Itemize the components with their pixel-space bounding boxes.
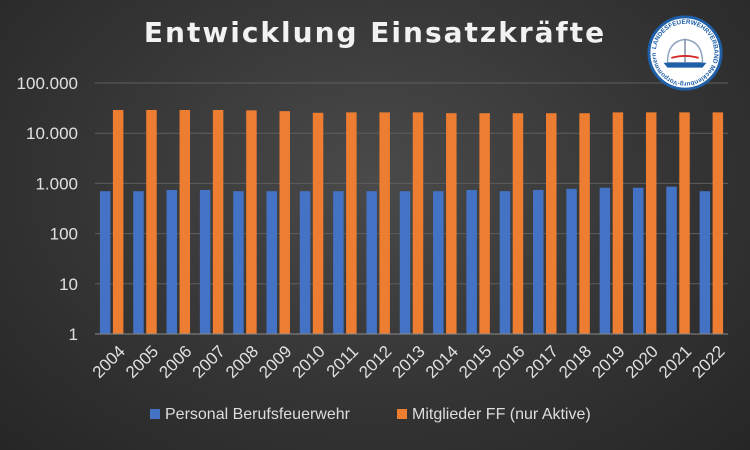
bar-mitglieder-ff-2012 bbox=[379, 112, 390, 334]
bar-mitglieder-ff-2022 bbox=[712, 112, 724, 334]
bar-personal-berufsfeuerwehr-2019 bbox=[599, 187, 611, 334]
legend-label: Personal Berufsfeuerwehr bbox=[165, 406, 351, 423]
bar-mitglieder-ff-2011 bbox=[346, 112, 357, 334]
y-tick-label: 10.000 bbox=[26, 124, 78, 143]
bar-personal-berufsfeuerwehr-2017 bbox=[533, 189, 544, 334]
x-tick-label: 2008 bbox=[222, 342, 262, 382]
x-tick-label: 2022 bbox=[688, 342, 728, 382]
y-tick-label: 1 bbox=[69, 325, 78, 344]
bar-personal-berufsfeuerwehr-2016 bbox=[499, 191, 511, 334]
fire-helmet-icon bbox=[663, 38, 707, 68]
bar-personal-berufsfeuerwehr-2008 bbox=[233, 191, 244, 334]
x-tick-label: 2012 bbox=[355, 342, 395, 382]
x-tick-label: 2016 bbox=[489, 342, 529, 382]
y-tick-label: 100 bbox=[50, 225, 78, 244]
bar-mitglieder-ff-2007 bbox=[212, 109, 224, 335]
bars bbox=[99, 109, 724, 335]
bar-personal-berufsfeuerwehr-2020 bbox=[632, 187, 644, 334]
x-tick-label: 2018 bbox=[555, 342, 595, 382]
bar-personal-berufsfeuerwehr-2013 bbox=[399, 191, 411, 334]
bar-mitglieder-ff-2013 bbox=[412, 112, 424, 334]
x-tick-label: 2020 bbox=[622, 342, 662, 382]
y-axis-ticks: 1 10 100 1.000 10.000 100.000 bbox=[17, 74, 78, 344]
bar-personal-berufsfeuerwehr-2011 bbox=[333, 191, 344, 334]
x-tick-label: 2010 bbox=[289, 342, 329, 382]
x-tick-label: 2004 bbox=[89, 342, 129, 382]
chart-title: Entwicklung Einsatzkräfte bbox=[143, 16, 607, 49]
bar-mitglieder-ff-2016 bbox=[512, 113, 524, 334]
legend-label: Mitglieder FF (nur Aktive) bbox=[412, 406, 591, 423]
bar-mitglieder-ff-2008 bbox=[246, 110, 257, 334]
x-tick-label: 2006 bbox=[155, 342, 195, 382]
x-axis-ticks: 2004200520062007200820092010201120122013… bbox=[89, 342, 729, 382]
y-tick-label: 10 bbox=[59, 275, 78, 294]
bar-mitglieder-ff-2020 bbox=[645, 112, 657, 334]
bar-personal-berufsfeuerwehr-2010 bbox=[299, 191, 311, 334]
bar-personal-berufsfeuerwehr-2014 bbox=[433, 191, 444, 334]
x-tick-label: 2019 bbox=[588, 342, 628, 382]
bar-mitglieder-ff-2010 bbox=[312, 112, 324, 334]
bar-mitglieder-ff-2018 bbox=[579, 113, 590, 334]
bar-mitglieder-ff-2009 bbox=[279, 111, 290, 334]
bar-personal-berufsfeuerwehr-2022 bbox=[699, 191, 711, 334]
x-tick-label: 2021 bbox=[655, 342, 695, 382]
x-tick-label: 2017 bbox=[522, 342, 562, 382]
y-tick-label: 1.000 bbox=[35, 174, 78, 193]
bar-personal-berufsfeuerwehr-2007 bbox=[199, 189, 211, 334]
x-tick-label: 2009 bbox=[255, 342, 295, 382]
y-tick-label: 100.000 bbox=[17, 74, 78, 93]
bar-mitglieder-ff-2006 bbox=[179, 109, 191, 335]
x-tick-label: 2007 bbox=[189, 342, 229, 382]
bar-personal-berufsfeuerwehr-2004 bbox=[99, 191, 111, 334]
x-tick-label: 2013 bbox=[389, 342, 429, 382]
bar-mitglieder-ff-2004 bbox=[112, 109, 124, 335]
bar-personal-berufsfeuerwehr-2006 bbox=[166, 189, 178, 334]
bar-mitglieder-ff-2021 bbox=[679, 112, 690, 334]
x-tick-label: 2014 bbox=[422, 342, 462, 382]
bar-personal-berufsfeuerwehr-2005 bbox=[133, 191, 144, 334]
bar-personal-berufsfeuerwehr-2015 bbox=[466, 189, 477, 334]
bar-personal-berufsfeuerwehr-2018 bbox=[566, 188, 577, 334]
legend-swatch bbox=[397, 409, 407, 419]
bar-personal-berufsfeuerwehr-2012 bbox=[366, 191, 377, 334]
bar-mitglieder-ff-2019 bbox=[612, 112, 624, 334]
legend: Personal Berufsfeuerwehr Mitglieder FF (n… bbox=[150, 406, 591, 423]
bar-mitglieder-ff-2017 bbox=[546, 113, 557, 334]
x-tick-label: 2011 bbox=[323, 342, 362, 381]
bar-mitglieder-ff-2005 bbox=[146, 109, 157, 335]
x-tick-label: 2015 bbox=[455, 342, 495, 382]
x-tick-label: 2005 bbox=[122, 342, 162, 382]
bar-mitglieder-ff-2014 bbox=[446, 113, 457, 334]
bar-personal-berufsfeuerwehr-2021 bbox=[666, 186, 677, 334]
bar-personal-berufsfeuerwehr-2009 bbox=[266, 191, 277, 334]
association-logo: LANDESFEUERWEHRVERBAND Mecklenburg-Vorpo… bbox=[646, 14, 723, 91]
legend-swatch bbox=[150, 409, 160, 419]
bar-mitglieder-ff-2015 bbox=[479, 113, 490, 334]
